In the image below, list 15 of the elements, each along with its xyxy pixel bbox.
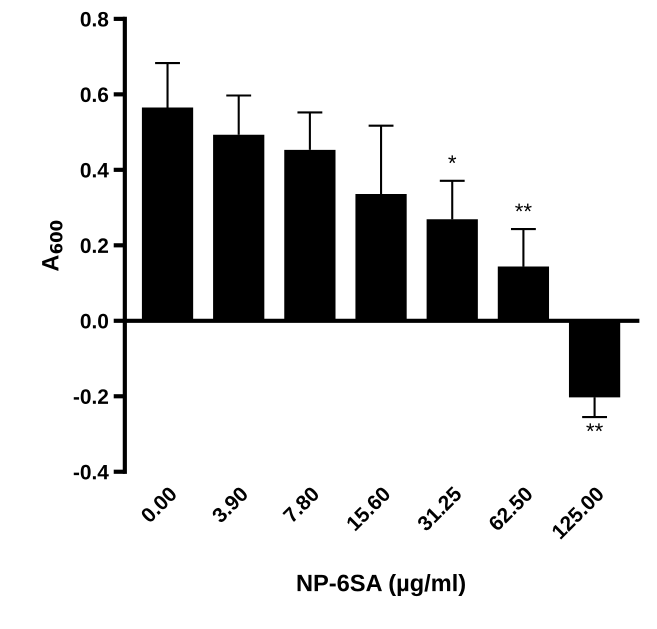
x-tick-label: 0.00 bbox=[140, 486, 178, 524]
y-tick-label: -0.4 bbox=[74, 464, 109, 480]
y-tick-label: 0.4 bbox=[80, 162, 109, 178]
y-tick-label: 0.2 bbox=[80, 238, 108, 254]
annotation: ** bbox=[515, 204, 532, 212]
x-axis-title: NP-6SA (µg/ml) bbox=[298, 574, 465, 596]
y-tick-label: -0.2 bbox=[74, 389, 108, 404]
x-tick-label: 7.80 bbox=[282, 486, 320, 524]
y-tick-label: 0.6 bbox=[80, 87, 108, 102]
annotation: ** bbox=[586, 423, 603, 432]
y-tick-label: 0.0 bbox=[80, 314, 108, 329]
x-tick-label: 3.90 bbox=[210, 486, 249, 524]
y-tick-label: 0.8 bbox=[80, 12, 108, 27]
annotation: * bbox=[448, 155, 456, 164]
y-axis-title: A$_{600}$ bbox=[42, 220, 62, 272]
